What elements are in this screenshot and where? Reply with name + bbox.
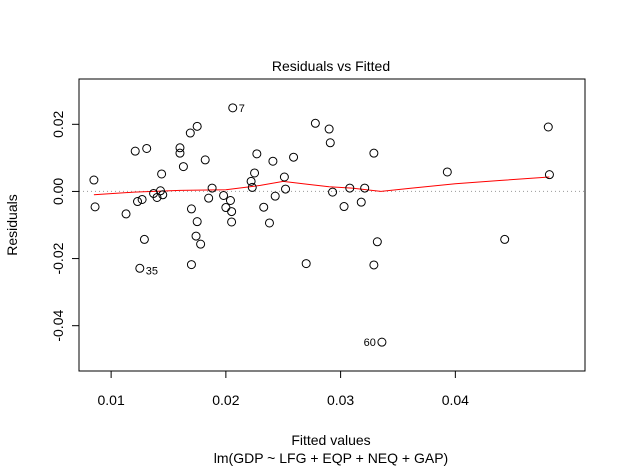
x-tick-label-0: 0.01 [98, 392, 125, 408]
data-point-34 [247, 182, 257, 192]
data-point-19 [186, 260, 196, 270]
data-point-46 [324, 124, 334, 134]
point-label-60: 60 [364, 337, 376, 349]
data-point-60 [544, 170, 554, 180]
data-point-7 [139, 234, 149, 244]
data-point-55 [372, 237, 382, 247]
y-tick-label-1: -0.02 [50, 242, 66, 274]
data-point-4 [133, 197, 143, 207]
data-point-57 [442, 167, 452, 177]
data-point-49 [339, 202, 349, 212]
outlier-labels: 7 60 35 [146, 103, 376, 349]
data-point-56 [377, 337, 387, 347]
data-point-14 [175, 143, 185, 153]
data-point-18 [186, 204, 196, 214]
y-axis-label: Residuals [4, 194, 20, 255]
data-point-23 [196, 239, 206, 249]
data-point-47 [325, 138, 335, 148]
x-axis-label: Fitted values [291, 432, 370, 448]
data-point-42 [281, 184, 291, 194]
y-tick-label-3: 0.02 [50, 110, 66, 137]
y-tick-label-2: 0.00 [50, 178, 66, 205]
data-point-30 [227, 207, 237, 217]
data-point-43 [289, 152, 299, 162]
data-point-37 [259, 202, 269, 212]
residual-points [89, 103, 554, 347]
data-point-13 [157, 169, 167, 179]
data-point-3 [130, 146, 140, 156]
x-tick-label-1: 0.02 [212, 392, 239, 408]
point-label-7: 7 [239, 103, 245, 115]
data-point-41 [279, 172, 289, 182]
data-point-26 [207, 183, 217, 193]
data-point-20 [191, 231, 201, 241]
x-axis: 0.01 0.02 0.03 0.04 [98, 370, 469, 408]
data-point-2 [121, 209, 131, 219]
chart-title: Residuals vs Fitted [272, 58, 390, 74]
data-point-52 [360, 183, 370, 193]
y-axis: -0.04 -0.02 0.00 0.02 [50, 110, 80, 342]
data-point-5 [135, 263, 145, 273]
x-axis-subtitle: lm(GDP ~ LFG + EQP + NEQ + GAP) [214, 450, 448, 466]
data-point-17 [185, 128, 195, 138]
data-point-48 [328, 187, 338, 197]
data-point-35 [250, 168, 260, 178]
data-point-22 [192, 217, 202, 227]
data-point-12 [158, 190, 168, 200]
data-point-21 [192, 121, 202, 131]
data-point-6 [137, 194, 147, 204]
data-point-33 [246, 176, 256, 186]
data-point-58 [500, 234, 510, 244]
data-point-27 [219, 190, 229, 200]
data-point-51 [356, 197, 366, 207]
data-point-38 [264, 218, 274, 228]
data-point-45 [310, 118, 320, 128]
data-point-36 [252, 149, 262, 159]
data-point-53 [369, 148, 379, 158]
data-point-50 [345, 183, 355, 193]
data-point-1 [90, 202, 100, 212]
loess-smooth-line [93, 176, 550, 196]
data-point-29 [225, 195, 235, 205]
data-point-59 [543, 122, 553, 132]
data-point-32 [228, 103, 238, 113]
data-point-16 [178, 162, 188, 172]
data-point-24 [200, 155, 210, 165]
data-point-40 [270, 191, 280, 201]
data-point-25 [204, 193, 214, 203]
y-tick-label-0: -0.04 [50, 310, 66, 342]
data-point-39 [268, 156, 278, 166]
data-point-54 [369, 260, 379, 270]
data-point-0 [89, 175, 99, 185]
data-point-31 [227, 217, 237, 227]
data-point-15 [175, 148, 185, 158]
data-point-8 [142, 143, 152, 153]
x-tick-label-3: 0.04 [442, 392, 469, 408]
point-label-35: 35 [146, 265, 158, 277]
data-point-44 [301, 259, 311, 269]
x-tick-label-2: 0.03 [327, 392, 354, 408]
